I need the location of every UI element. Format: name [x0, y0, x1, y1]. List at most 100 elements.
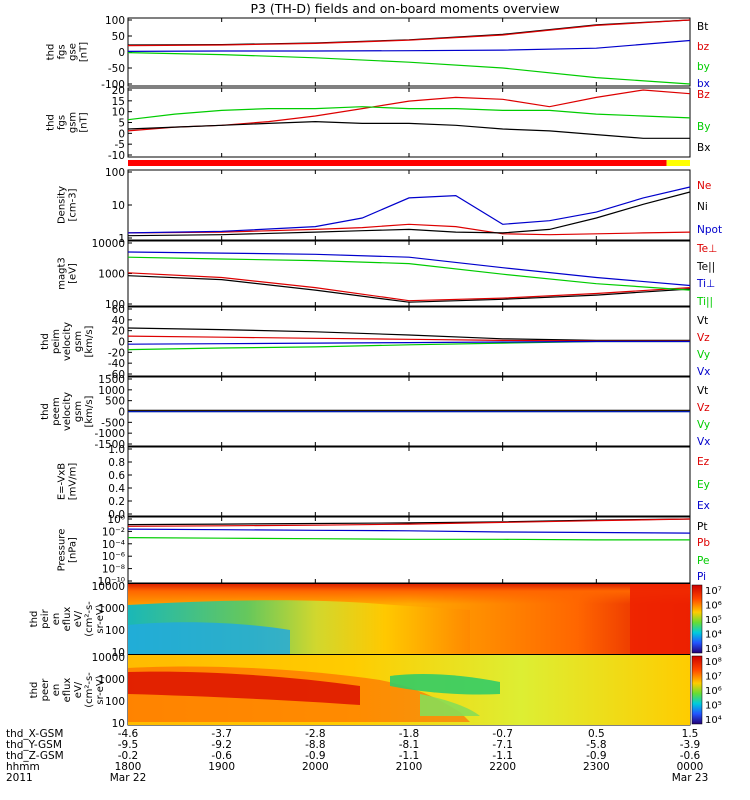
series-line-Pb: [127, 518, 691, 527]
panel-density: 100 10 1 Density [cm-3] Ne Ni Npot: [57, 167, 723, 245]
y-tick-label: 100: [105, 167, 125, 179]
y-axis-label: peir: [40, 608, 51, 628]
y-axis-label: [cm-3]: [68, 188, 79, 221]
y-tick-label: 0.4: [108, 483, 125, 495]
y-tick-label: -40: [108, 358, 125, 370]
series-line-bx: [127, 39, 691, 52]
y-axis-label: (cm²-s-: [84, 601, 95, 637]
y-axis-label: gsm: [68, 112, 79, 133]
legend-label: Ey: [697, 479, 710, 491]
axis-row-value: 1.5: [682, 728, 699, 740]
series-line-bz: [127, 19, 691, 47]
axis-row-label: 2011: [6, 772, 33, 784]
chart-title: P3 (TH-D) fields and on-board moments ov…: [250, 1, 559, 16]
series-line-Te||: [127, 275, 691, 303]
y-axis-label: (cm²-s-: [84, 672, 95, 708]
colorbar-tick-label: 10⁵: [705, 701, 722, 712]
y-axis-label: fgs: [57, 44, 68, 59]
y-axis-label: gsm: [73, 401, 84, 422]
axis-row-label: thd_Y-GSM: [6, 739, 62, 751]
y-tick-label: 10⁻⁴: [102, 539, 125, 551]
y-tick-label: -10: [108, 150, 125, 162]
legend-label: Vz: [697, 332, 710, 344]
y-axis-label: velocity: [62, 322, 73, 361]
panel-frame: [127, 17, 691, 87]
axis-row-value: -9.2: [211, 739, 232, 751]
axis-row-label: thd_X-GSM: [6, 728, 63, 740]
legend-label: bx: [697, 78, 710, 90]
axis-row-value: -0.6: [211, 750, 232, 762]
legend-label: Bx: [697, 142, 710, 154]
axis-row-value: -0.9: [305, 750, 326, 762]
y-tick-label: 10: [112, 718, 125, 730]
colorbar-tick-label: 10⁷: [705, 586, 722, 597]
y-tick-label: 1000: [98, 603, 125, 615]
y-axis-label: peer: [40, 678, 51, 702]
y-axis-label: en: [51, 613, 62, 626]
y-tick-label: 10⁰: [107, 514, 125, 526]
legend-label: Vy: [697, 349, 710, 361]
y-tick-label: 15: [112, 96, 125, 108]
y-tick-label: 10⁻¹⁰: [98, 576, 125, 588]
colorbar-tick-label: 10⁶: [705, 601, 722, 612]
axis-row-value: 0000: [677, 761, 704, 773]
series-line-Ti||: [127, 256, 691, 291]
series-line-Ne: [127, 223, 691, 236]
y-axis-label: [nT]: [79, 42, 90, 62]
bottom-axis-annotations: thd_X-GSM -4.6 -3.7 -2.8 -1.8 -0.7 0.5 1.5 thd_Y…: [6, 728, 708, 784]
y-tick-label: 1500: [98, 374, 125, 386]
y-tick-label: 500: [105, 396, 125, 408]
y-tick-label: -5: [115, 139, 125, 151]
legend-label: Ne: [697, 180, 711, 192]
y-tick-label: 0.2: [108, 496, 125, 508]
y-axis-label: thd: [29, 611, 40, 628]
y-tick-label: -60: [108, 369, 125, 381]
panel-fgs_gse: 100 50 0 -50 -100 thd fgs gse [nT] Bt bz by bx: [46, 15, 710, 91]
y-tick-label: 10: [112, 647, 125, 659]
y-tick-label: 60: [112, 304, 125, 316]
y-tick-label: 1000: [98, 269, 125, 281]
legend-label: Pb: [697, 537, 710, 549]
y-axis-label: E=-VxB: [57, 463, 68, 500]
axis-row-value: -1.1: [399, 750, 420, 762]
axis-row-value: 2100: [396, 761, 423, 773]
legend-label: Bt: [697, 21, 708, 33]
mode-bar: [128, 160, 690, 166]
axis-row-value: 2300: [583, 761, 610, 773]
y-tick-label: 100: [105, 696, 125, 708]
y-tick-label: 10000: [92, 238, 125, 250]
y-axis-label: [nPa]: [68, 537, 79, 563]
y-axis-label: en: [51, 684, 62, 697]
y-axis-label: fgs: [57, 115, 68, 130]
series-line-Bt: [127, 19, 691, 46]
axis-row-label: hhmm: [6, 761, 40, 773]
ion-spectrogram: [128, 584, 690, 654]
axis-row-value: 2000: [302, 761, 329, 773]
series-line-Npot: [127, 186, 691, 234]
y-axis-label: magt3: [57, 257, 68, 290]
legend-label: Te||: [696, 261, 715, 273]
axis-row-value: -0.9: [586, 750, 607, 762]
y-tick-label: -20: [108, 347, 125, 359]
y-axis-label: eflux: [62, 607, 73, 632]
axis-row-value: -2.8: [305, 728, 326, 740]
y-tick-label: -1500: [94, 439, 125, 451]
panel-frame: [127, 516, 691, 584]
axis-row-value: 1800: [115, 761, 142, 773]
legend-label: Pt: [697, 521, 707, 533]
legend-label: Ti||: [696, 296, 713, 308]
electron-spectrogram: [128, 655, 690, 725]
electron-colorbar: [691, 655, 703, 725]
y-axis-label: Pressure: [57, 529, 68, 572]
y-tick-label: 100: [105, 299, 125, 311]
axis-row-value: -4.6: [118, 728, 139, 740]
series-line-Pe: [127, 536, 690, 541]
panel-temps: 10000 1000 100 magt3 [eV] Te⊥ Te|| Ti⊥ Ti||: [57, 238, 718, 311]
series-line-Te⊥: [127, 272, 691, 302]
series-line-Vx: [127, 340, 690, 345]
y-tick-label: 0: [118, 47, 125, 59]
